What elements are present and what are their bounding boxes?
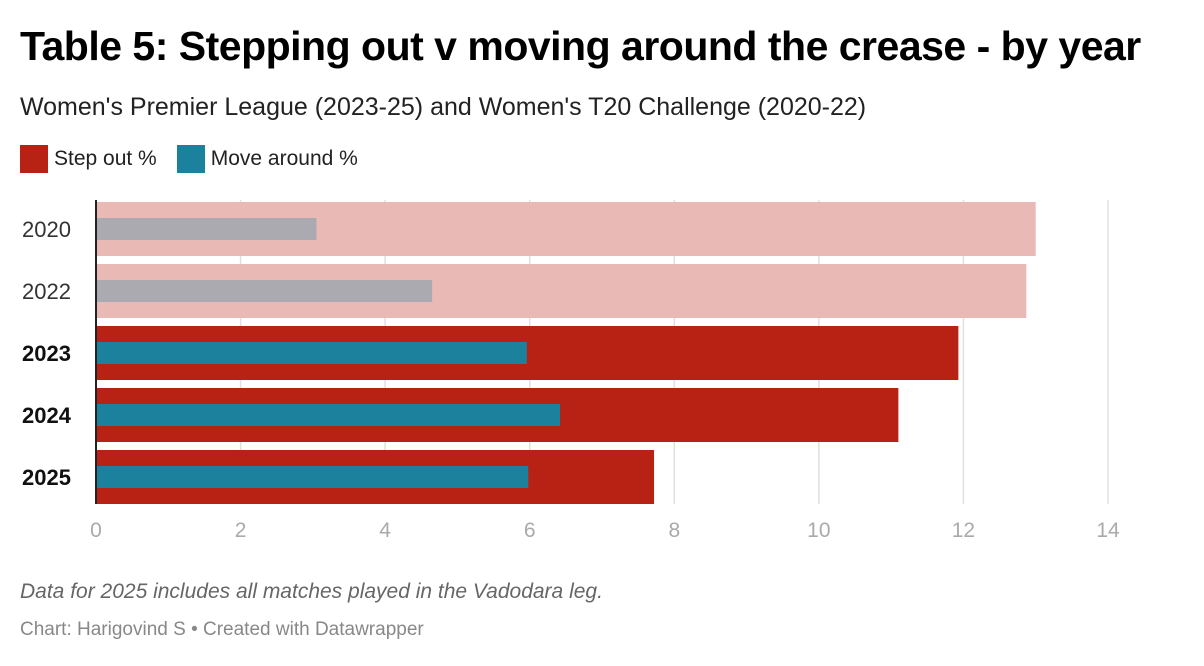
x-tick-label: 14: [1096, 519, 1120, 542]
chart-title: Table 5: Stepping out v moving around th…: [20, 23, 1141, 69]
bars: [96, 202, 1036, 504]
category-label-2020: 2020: [22, 217, 71, 242]
legend-item-move-around: Move around %: [176, 145, 358, 173]
category-label-2022: 2022: [22, 279, 71, 304]
bar-chart: 2020 2022 2023 2024 2025 0 2 4 6 8 10 12 14: [22, 200, 1120, 542]
x-tick-label: 4: [379, 519, 391, 542]
x-tick-label: 10: [807, 519, 830, 542]
bar-move-around-2024: [96, 404, 561, 426]
category-label-2025: 2025: [22, 465, 71, 490]
legend: Step out % Move around %: [20, 145, 378, 173]
x-tick-label: 12: [952, 519, 975, 542]
bar-move-around-2025: [96, 466, 529, 488]
x-tick-label: 8: [668, 519, 680, 542]
category-label-2023: 2023: [22, 341, 71, 366]
chart-subtitle: Women's Premier League (2023-25) and Wom…: [20, 93, 867, 121]
legend-swatch-move-around: [176, 145, 205, 173]
bar-move-around-2022: [96, 280, 433, 302]
legend-item-step-out: Step out %: [20, 145, 157, 173]
legend-label-step-out: Step out %: [54, 147, 157, 170]
category-label-2024: 2024: [22, 403, 72, 428]
bar-move-around-2023: [96, 342, 527, 364]
x-tick-label: 0: [90, 519, 102, 542]
legend-swatch-step-out: [20, 145, 48, 173]
x-tick-label: 2: [235, 519, 247, 542]
legend-label-move-around: Move around %: [210, 147, 358, 170]
chart-credit: Chart: Harigovind S • Created with Dataw…: [20, 619, 424, 640]
x-axis-ticks: 0 2 4 6 8 10 12 14: [90, 519, 1120, 542]
x-tick-label: 6: [524, 519, 536, 542]
bar-move-around-2020: [96, 218, 317, 240]
category-labels: 2020 2022 2023 2024 2025: [22, 217, 72, 490]
chart-note: Data for 2025 includes all matches playe…: [20, 580, 603, 603]
